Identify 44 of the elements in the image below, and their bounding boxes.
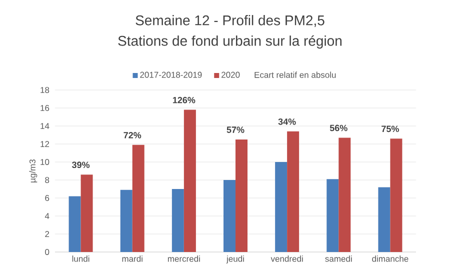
y-tick-label: 4 <box>44 213 50 219</box>
annotation: 39% <box>72 162 90 168</box>
y-tick-label: 6 <box>45 195 50 202</box>
bar <box>338 138 351 252</box>
bar <box>236 140 248 252</box>
annotation: 56% <box>330 124 348 132</box>
legend-label: 2017-2018-2019 <box>140 72 202 78</box>
bar <box>390 138 402 252</box>
bar <box>172 189 184 252</box>
annotation: 72% <box>124 132 142 138</box>
y-tick-label: 8 <box>45 177 50 184</box>
bar <box>224 180 236 252</box>
bar <box>378 187 390 252</box>
bar <box>132 144 144 252</box>
chart-subtitle: Stations de fond urbain sur la région <box>118 35 342 49</box>
annotation: 57% <box>226 126 244 133</box>
bar <box>275 162 288 252</box>
y-tick-label: 16 <box>40 104 50 112</box>
y-tick-label: 18 <box>40 86 50 94</box>
y-tick-label: 12 <box>40 141 50 147</box>
bar <box>326 179 339 252</box>
bar <box>287 131 300 252</box>
y-axis-title: µg/m3 <box>29 159 38 182</box>
bar <box>80 174 93 252</box>
x-tick-label: mardi <box>122 256 142 262</box>
y-tick-label: 10 <box>40 158 50 166</box>
legend-label: 2020 <box>222 72 240 78</box>
y-tick-label: 2 <box>45 231 50 237</box>
x-tick-label: jeudi <box>226 256 244 264</box>
annotation: 34% <box>278 118 296 125</box>
bar <box>68 196 81 252</box>
y-tick-label: 0 <box>45 248 50 256</box>
x-tick-label: samedi <box>325 256 352 262</box>
x-tick-label: lundi <box>72 256 90 262</box>
chart-title: Semaine 12 - Profil des PM2,5 <box>136 15 324 27</box>
annotation: 126% <box>172 96 196 104</box>
x-tick-label: mercredi <box>168 256 200 262</box>
x-tick-label: vendredi <box>270 256 303 262</box>
text: Ecart relatif en absolu <box>254 72 336 78</box>
bar <box>184 110 196 252</box>
x-tick-label: dimanche <box>372 256 408 262</box>
y-tick-label: 14 <box>40 123 50 129</box>
bar <box>120 190 132 252</box>
annotation: 75% <box>382 126 399 132</box>
